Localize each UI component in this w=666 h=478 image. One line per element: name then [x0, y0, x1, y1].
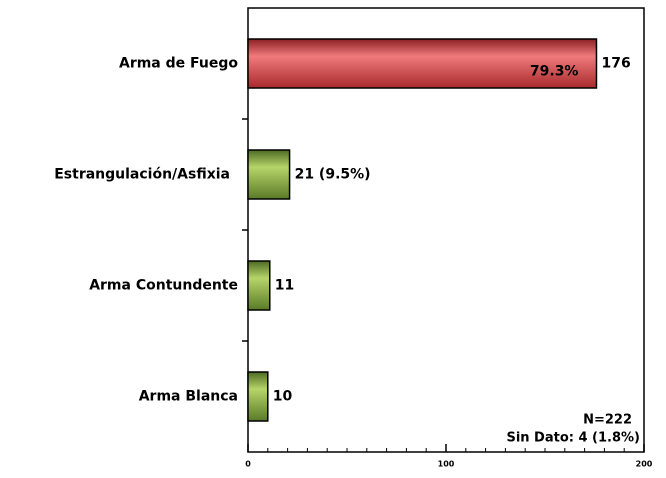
y-tick-label: Arma Contundente [89, 278, 238, 294]
y-tick-label: Estrangulación/Asfixia [54, 167, 230, 183]
annotation: Sin Dato: 4 (1.8%) [506, 431, 640, 446]
value-label: 176 [601, 56, 630, 72]
value-label: 21 (9.5%) [295, 167, 371, 183]
x-tick-label: 100 [438, 460, 455, 469]
x-tick-label: 200 [636, 460, 653, 469]
x-tick-label: 0 [245, 460, 251, 469]
bar-percent-label: 79.3% [530, 64, 579, 80]
value-label: 10 [273, 389, 293, 405]
bar [247, 38, 598, 89]
bar [247, 371, 269, 422]
y-tick-label: Arma Blanca [139, 389, 238, 405]
bar [247, 149, 291, 200]
value-label: 11 [275, 278, 294, 294]
annotation: N=222 [583, 413, 632, 428]
bar [247, 260, 271, 311]
y-tick-label: Arma de Fuego [119, 56, 238, 72]
